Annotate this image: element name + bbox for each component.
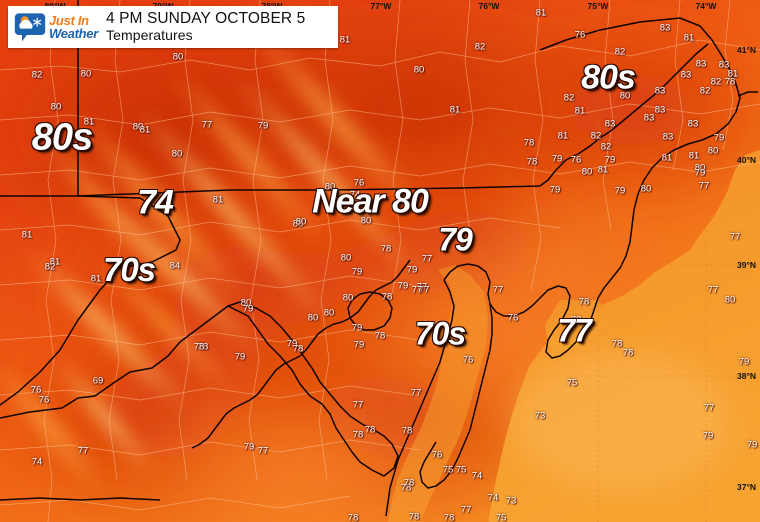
forecast-parameter: Temperatures: [105, 26, 193, 43]
lat-label: 39°N: [737, 260, 756, 270]
brand-wordmark: Just In Weather: [49, 14, 98, 40]
lon-label: 75°W: [587, 1, 609, 11]
brand-line-2: Weather: [49, 26, 98, 41]
forecast-title: 4 PM SUNDAY OCTOBER 5 Temperatures: [106, 10, 305, 43]
brand-line-1: Just In: [49, 13, 89, 28]
lat-label: 41°N: [737, 45, 756, 55]
forecast-valid-time: 4 PM SUNDAY OCTOBER 5: [105, 10, 306, 28]
lat-label: 38°N: [737, 371, 756, 381]
brand-logo[interactable]: Just In Weather: [14, 11, 98, 43]
lat-label: 40°N: [737, 155, 756, 165]
lon-label: 74°W: [695, 1, 717, 11]
title-banner: Just In Weather 4 PM SUNDAY OCTOBER 5 Te…: [8, 6, 338, 48]
weather-chat-bubble-icon: [14, 13, 46, 42]
lon-label: 76°W: [478, 1, 500, 11]
lat-label: 37°N: [737, 482, 756, 492]
lon-label: 77°W: [370, 1, 392, 11]
